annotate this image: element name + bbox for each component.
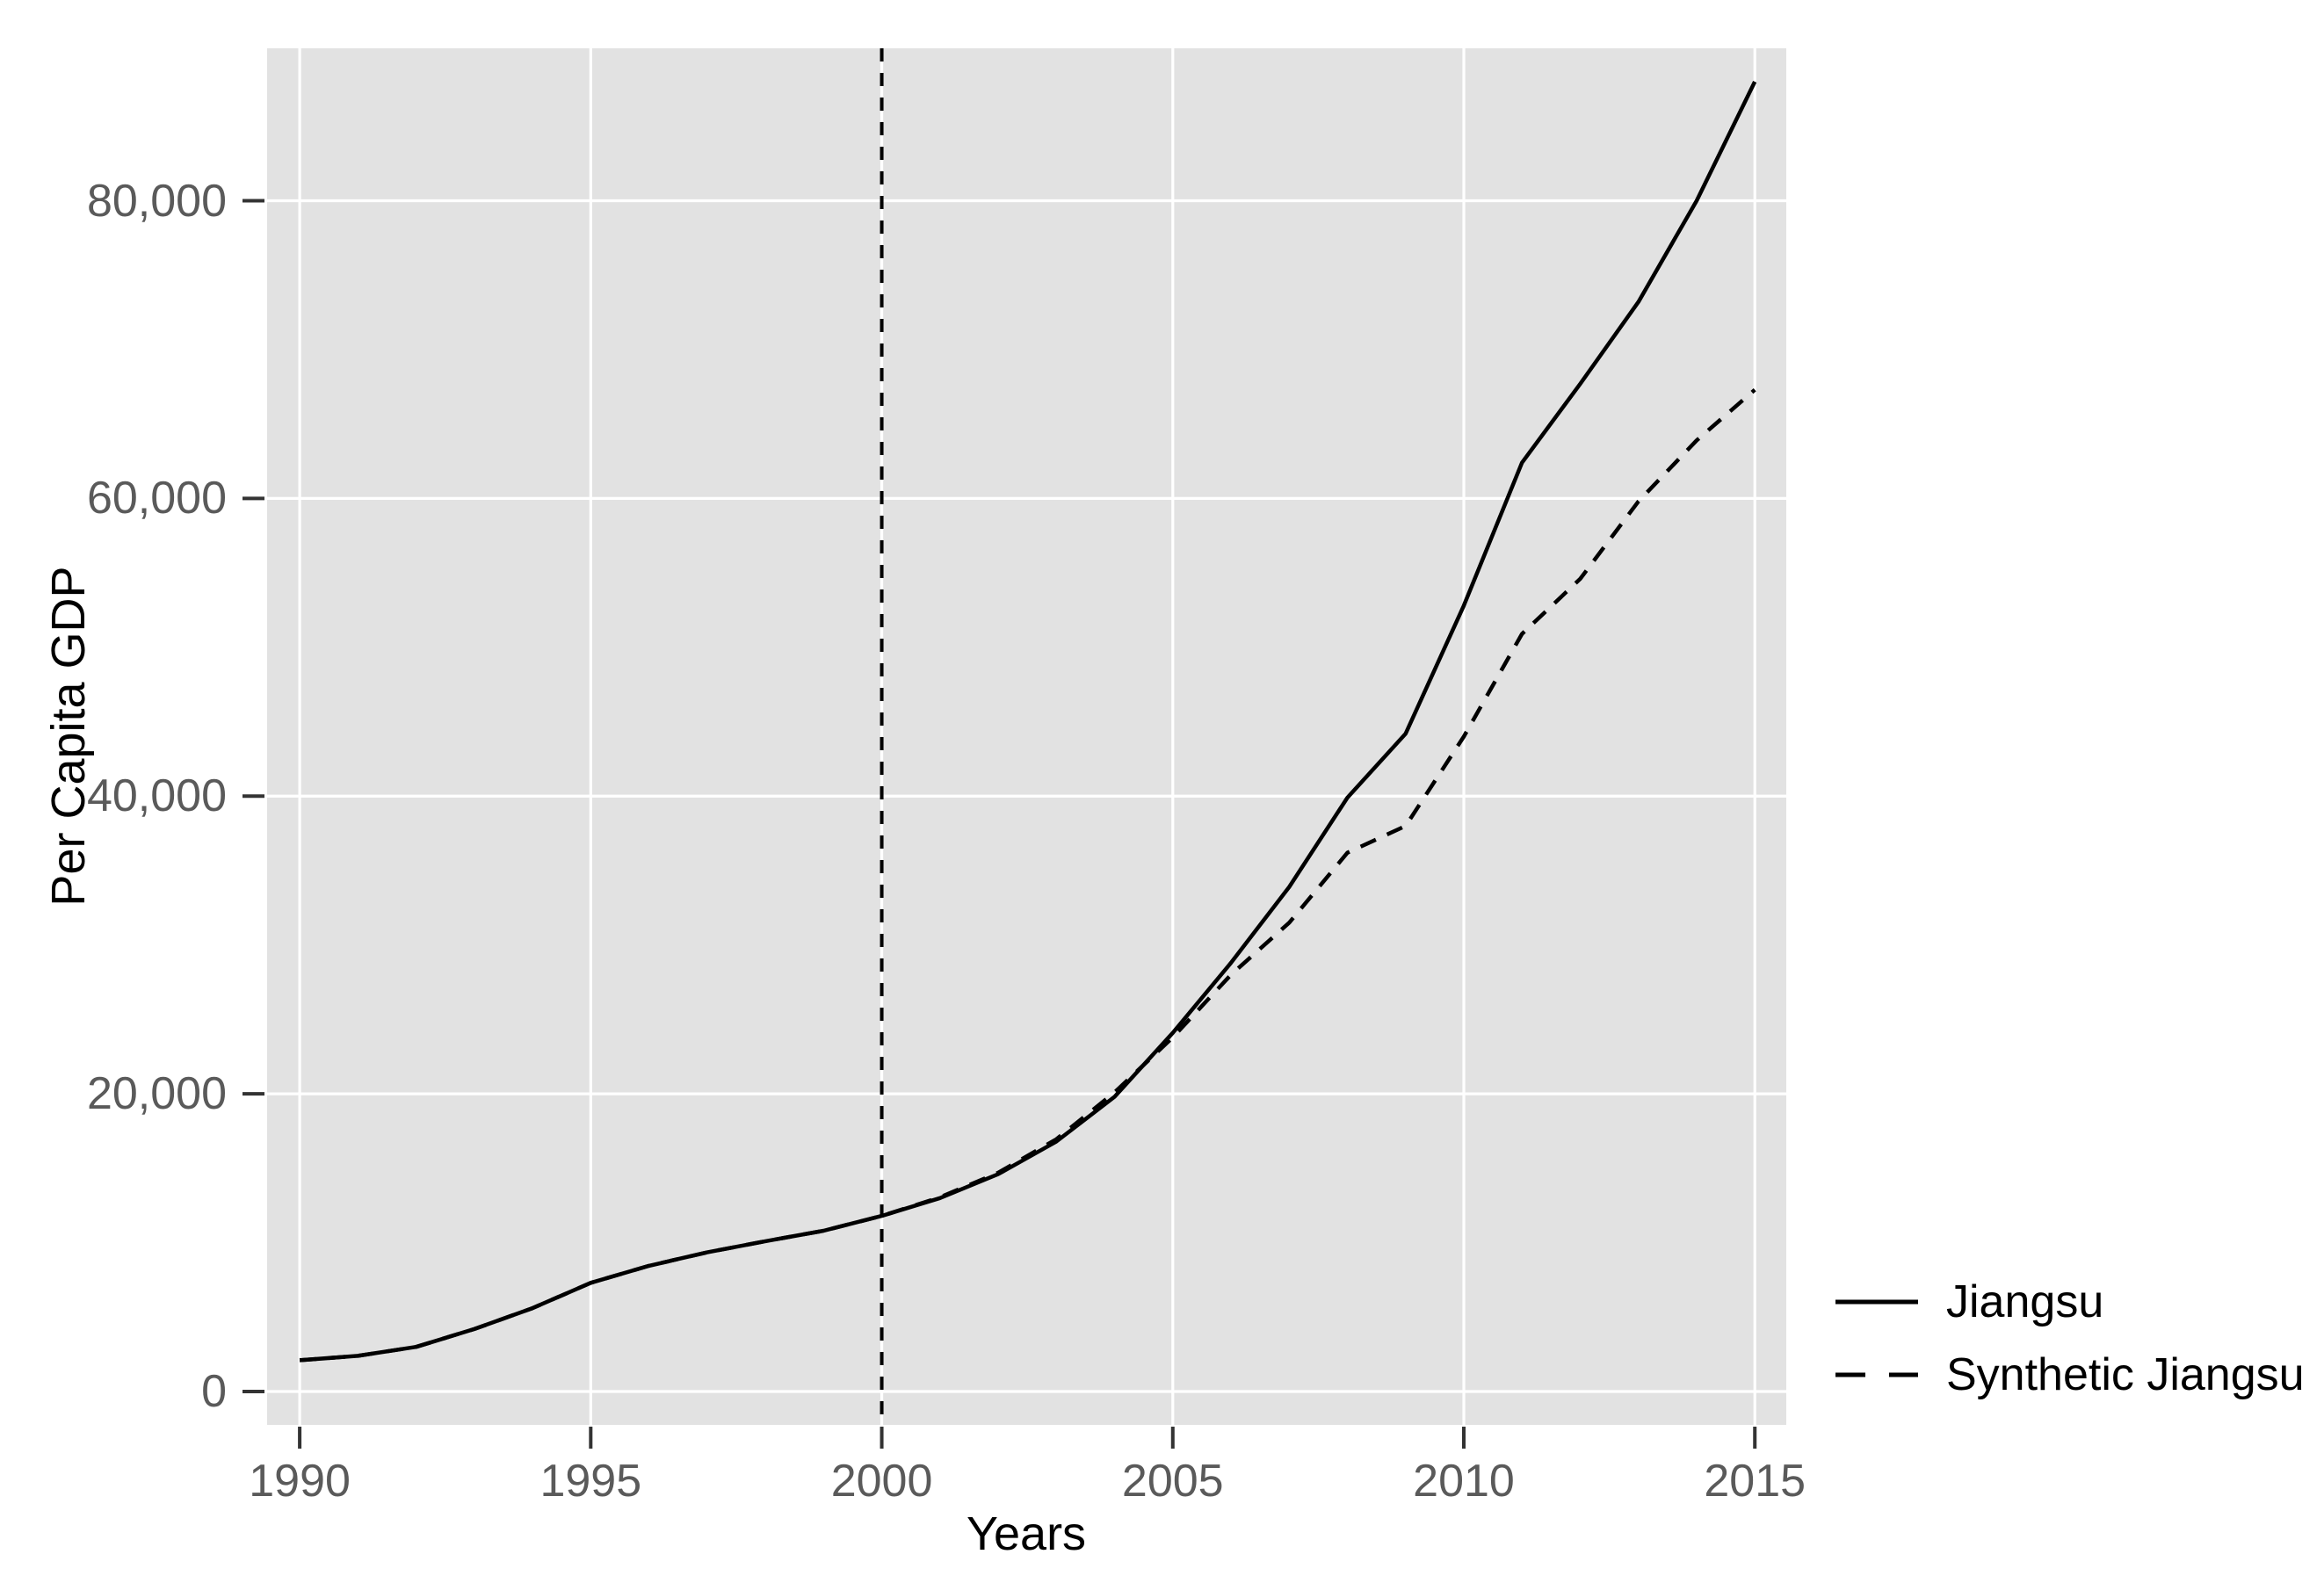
y-tick-label: 80,000 <box>86 175 227 227</box>
x-axis-title: Years <box>966 1507 1087 1560</box>
legend: Jiangsu Synthetic Jiangsu <box>1835 1265 2305 1411</box>
y-tick-label: 40,000 <box>86 770 227 822</box>
x-tick-label: 2015 <box>1704 1456 1806 1507</box>
legend-item: Synthetic Jiangsu <box>1835 1338 2305 1411</box>
legend-key-solid-line <box>1835 1299 1918 1304</box>
x-tick-label: 2000 <box>830 1456 933 1507</box>
y-tick-label: 0 <box>201 1366 227 1418</box>
y-axis-title: Per Capita GDP <box>42 566 95 907</box>
legend-key-dashed-line <box>1835 1372 1918 1377</box>
y-tick-label: 20,000 <box>86 1068 227 1120</box>
legend-label: Jiangsu <box>1946 1276 2104 1327</box>
x-tick-label: 2005 <box>1121 1456 1224 1507</box>
x-tick-label: 1995 <box>539 1456 642 1507</box>
panel-background <box>267 48 1786 1425</box>
x-tick-label: 1990 <box>249 1456 351 1507</box>
legend-label: Synthetic Jiangsu <box>1946 1348 2305 1400</box>
legend-item: Jiangsu <box>1835 1265 2305 1338</box>
y-tick-label: 60,000 <box>86 473 227 524</box>
series-line-dashed <box>299 388 1756 1363</box>
x-tick-label: 2010 <box>1413 1456 1515 1507</box>
